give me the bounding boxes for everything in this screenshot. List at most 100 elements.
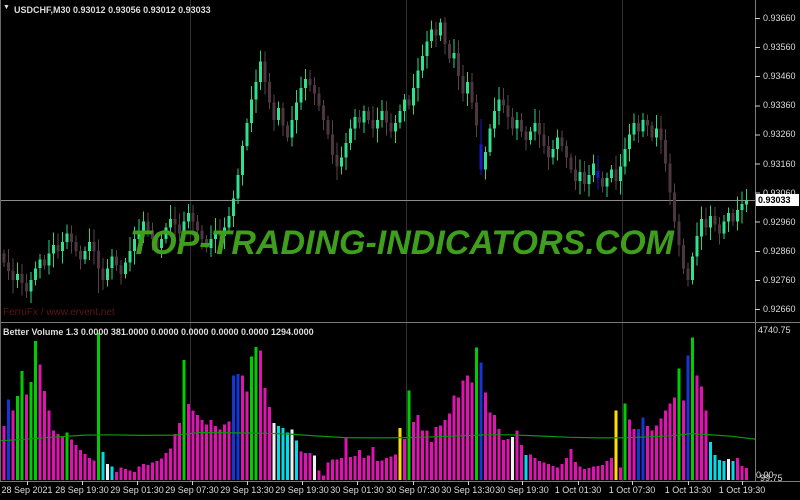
volume-bar xyxy=(493,415,496,480)
volume-bar xyxy=(367,455,370,480)
price-axis[interactable]: 0.93660 0.93560 0.93460 0.93360 0.93260 0.931… xyxy=(756,0,800,481)
volume-axis-min-label: 0.00 xyxy=(756,470,774,480)
candle xyxy=(547,146,550,158)
candle xyxy=(713,215,717,225)
volume-bar xyxy=(137,466,141,480)
volume-bar xyxy=(272,423,276,480)
volume-bar xyxy=(88,457,91,480)
volume-bar xyxy=(565,457,568,480)
symbol-period-label: USDCHF,M30 xyxy=(14,5,71,15)
candle xyxy=(133,239,136,251)
volume-bar xyxy=(241,375,244,480)
volume-bar xyxy=(169,448,172,480)
volume-bar xyxy=(394,454,397,480)
candle xyxy=(416,70,420,88)
candle xyxy=(241,146,244,176)
volume-bar xyxy=(637,429,640,480)
volume-bar xyxy=(592,466,595,480)
volume-bar xyxy=(326,462,330,480)
volume-bar xyxy=(151,462,154,480)
watermark-big: TOP-TRADING-INDICATORS.COM xyxy=(130,224,674,262)
volume-bar xyxy=(443,420,447,480)
candle xyxy=(596,170,600,179)
volume-bar xyxy=(56,434,60,480)
volume-ma-line xyxy=(0,431,756,442)
price-axis-label: 0.93260 xyxy=(763,129,796,140)
volume-bar xyxy=(416,415,420,480)
candle xyxy=(641,119,645,132)
symbol-dropdown-arrow-icon[interactable]: ▼ xyxy=(3,4,10,11)
volume-bar xyxy=(695,375,699,480)
candle xyxy=(178,224,181,234)
candle xyxy=(529,131,532,141)
candle xyxy=(722,221,726,234)
volume-bar xyxy=(268,407,271,480)
volume-bar xyxy=(569,448,573,480)
candle xyxy=(443,22,447,45)
volume-bar xyxy=(497,429,501,480)
candle xyxy=(394,122,397,132)
candle xyxy=(164,227,168,240)
candle xyxy=(205,239,208,248)
time-axis-label: 28 Sep 2021 xyxy=(1,485,53,495)
volume-bar xyxy=(380,460,384,480)
volume-bar xyxy=(299,451,303,480)
candle xyxy=(313,84,316,94)
volume-bar xyxy=(223,424,226,480)
volume-bar xyxy=(92,460,96,480)
volume-bar xyxy=(650,430,654,480)
candle xyxy=(682,245,685,269)
volume-bar xyxy=(709,442,712,480)
volume-bar xyxy=(97,332,100,480)
candle xyxy=(380,111,384,120)
candle xyxy=(704,218,708,228)
time-axis[interactable]: 28 Sep 2021 28 Sep 19:30 29 Sep 01:30 29 Se… xyxy=(0,485,800,500)
volume-bar xyxy=(349,457,352,480)
volume-bar xyxy=(520,445,523,480)
candle xyxy=(254,82,258,100)
candle xyxy=(74,242,78,251)
volume-bar xyxy=(376,461,379,480)
volume-bar xyxy=(574,461,577,480)
volume-bar xyxy=(79,449,82,480)
volume-bar xyxy=(664,410,667,480)
volume-bar xyxy=(538,461,541,480)
volume-bar xyxy=(556,467,559,480)
volume-bars-layer xyxy=(2,332,748,480)
candle xyxy=(245,122,249,147)
price-axis-label: 0.93360 xyxy=(763,100,796,111)
candle xyxy=(515,119,519,129)
watermark-small: FerruFx / www.ervent.net xyxy=(3,307,115,318)
volume-bar xyxy=(389,456,393,480)
volume-bar xyxy=(83,454,87,480)
candle xyxy=(209,239,213,248)
candle xyxy=(560,137,564,146)
volume-bar xyxy=(245,391,249,480)
candle xyxy=(457,52,460,77)
volume-bar xyxy=(677,368,681,480)
volume-bar xyxy=(551,465,555,480)
volume-bar xyxy=(655,425,658,480)
candle xyxy=(475,102,478,126)
volume-bar xyxy=(614,410,618,480)
volume-bar xyxy=(133,472,136,480)
candle xyxy=(493,111,496,129)
volume-bar xyxy=(452,395,456,480)
volume-bar xyxy=(506,438,510,480)
candle xyxy=(92,242,96,251)
volume-bar xyxy=(38,364,42,480)
candle xyxy=(353,116,357,129)
candle xyxy=(740,204,744,210)
volume-bar xyxy=(52,430,55,480)
candle xyxy=(664,140,667,164)
volume-bar xyxy=(727,459,730,480)
volume-bar xyxy=(214,426,217,480)
volume-bar xyxy=(182,359,186,480)
candle xyxy=(232,198,235,216)
candle xyxy=(182,221,186,234)
price-axis-label: 0.93160 xyxy=(763,158,796,169)
volume-bar xyxy=(425,430,429,480)
volume-bar xyxy=(623,403,627,480)
candle xyxy=(731,213,735,222)
